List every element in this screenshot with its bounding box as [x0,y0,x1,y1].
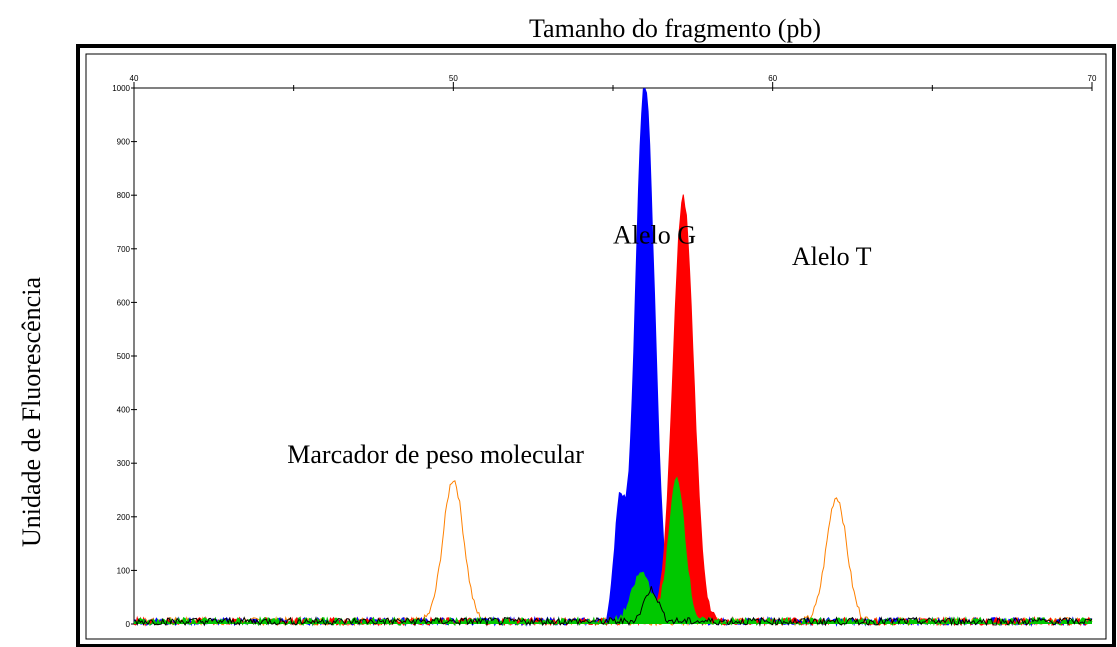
x-tick-label: 40 [130,74,139,83]
y-tick-label: 200 [117,513,131,522]
x-tick-label: 70 [1088,74,1097,83]
annotation-label: Alelo G [613,220,696,249]
x-tick-label: 60 [768,74,777,83]
x-axis-title: Tamanho do fragmento (pb) [528,14,822,43]
chart-inner-frame [85,53,1107,640]
y-tick-label: 0 [126,620,131,629]
annotations-group: Marcador de peso molecular Alelo G Alelo T [287,220,871,469]
x-tick-label: 50 [449,74,458,83]
y-tick-label: 800 [117,191,131,200]
y-tick-label: 500 [117,352,131,361]
y-tick-label: 300 [117,459,131,468]
y-tick-label: 700 [117,245,131,254]
y-tick-label: 900 [117,138,131,147]
series-line-4 [133,586,1093,627]
y-tick-label: 100 [117,566,131,575]
y-tick-label: 600 [117,298,131,307]
annotation-label: Marcador de peso molecular [287,440,584,469]
y-tick-label: 400 [117,406,131,415]
chart-outer-frame [76,44,1116,647]
annotation-label: Alelo T [792,242,872,271]
y-tick-label: 1000 [112,84,130,93]
series-group [133,87,1093,627]
